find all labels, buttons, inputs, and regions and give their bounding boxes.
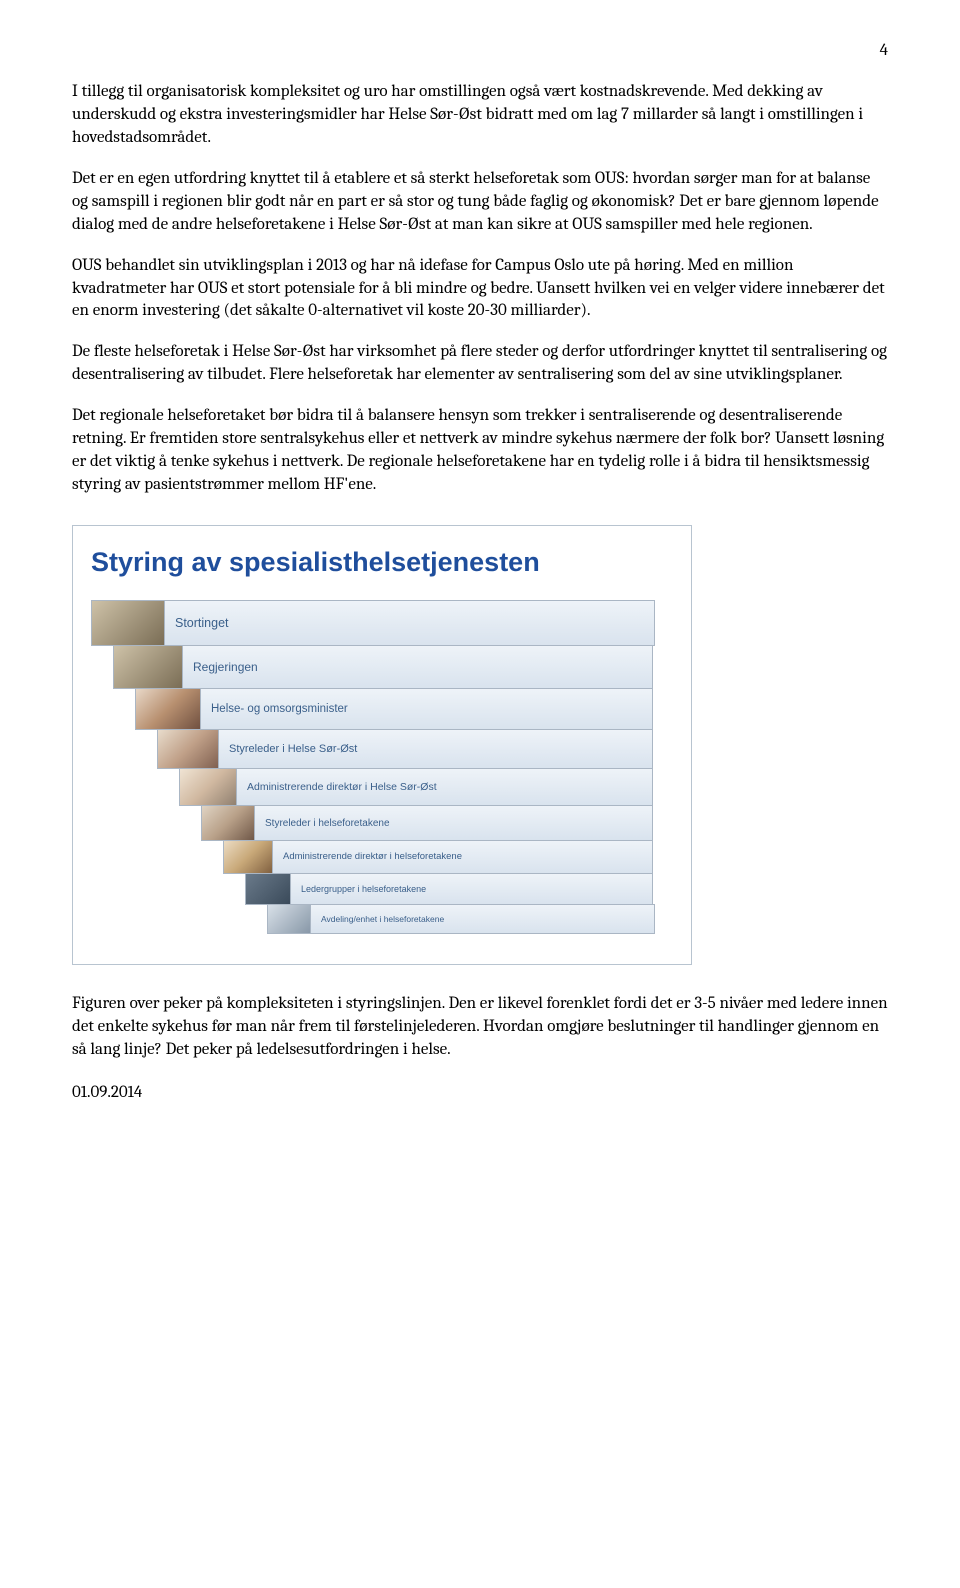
- level-label: Administrerende direktør i helseforetake…: [273, 840, 653, 874]
- level-image: [223, 840, 273, 874]
- hierarchy-levels: StortingetRegjeringenHelse- og omsorgsmi…: [91, 600, 673, 934]
- footer-date: 01.09.2014: [72, 1082, 888, 1105]
- level-label: Helse- og omsorgsminister: [201, 688, 653, 730]
- level-image: [135, 688, 201, 730]
- level-image: [267, 904, 311, 934]
- level-label: Regjeringen: [183, 645, 653, 689]
- level-label: Avdeling/enhet i helseforetakene: [311, 904, 655, 934]
- level-image: [113, 645, 183, 689]
- level-label: Styreleder i helseforetakene: [255, 805, 653, 841]
- level-label: Stortinget: [165, 600, 655, 646]
- page-number: 4: [72, 40, 888, 63]
- paragraph-3: OUS behandlet sin utviklingsplan i 2013 …: [72, 255, 888, 324]
- hierarchy-level: Stortinget: [91, 600, 673, 646]
- level-image: [179, 768, 237, 806]
- paragraph-6: Figuren over peker på kompleksiteten i s…: [72, 993, 888, 1062]
- hierarchy-level: Ledergrupper i helseforetakene: [245, 873, 673, 905]
- hierarchy-level: Avdeling/enhet i helseforetakene: [267, 904, 673, 934]
- level-image: [201, 805, 255, 841]
- level-label: Ledergrupper i helseforetakene: [291, 873, 653, 905]
- level-image: [91, 600, 165, 646]
- hierarchy-level: Styreleder i helseforetakene: [201, 805, 673, 841]
- governance-figure: Styring av spesialisthelsetjenesten Stor…: [72, 525, 692, 965]
- figure-title: Styring av spesialisthelsetjenesten: [91, 544, 673, 580]
- paragraph-4: De fleste helseforetak i Helse Sør-Øst h…: [72, 341, 888, 387]
- level-label: Administrerende direktør i Helse Sør-Øst: [237, 768, 653, 806]
- hierarchy-level: Administrerende direktør i Helse Sør-Øst: [179, 768, 673, 806]
- hierarchy-level: Styreleder i Helse Sør-Øst: [157, 729, 673, 769]
- hierarchy-level: Administrerende direktør i helseforetake…: [223, 840, 673, 874]
- level-image: [245, 873, 291, 905]
- hierarchy-level: Regjeringen: [113, 645, 673, 689]
- level-label: Styreleder i Helse Sør-Øst: [219, 729, 653, 769]
- paragraph-5: Det regionale helseforetaket bør bidra t…: [72, 405, 888, 497]
- paragraph-1: I tillegg til organisatorisk kompleksite…: [72, 81, 888, 150]
- hierarchy-level: Helse- og omsorgsminister: [135, 688, 673, 730]
- paragraph-2: Det er en egen utfordring knyttet til å …: [72, 168, 888, 237]
- level-image: [157, 729, 219, 769]
